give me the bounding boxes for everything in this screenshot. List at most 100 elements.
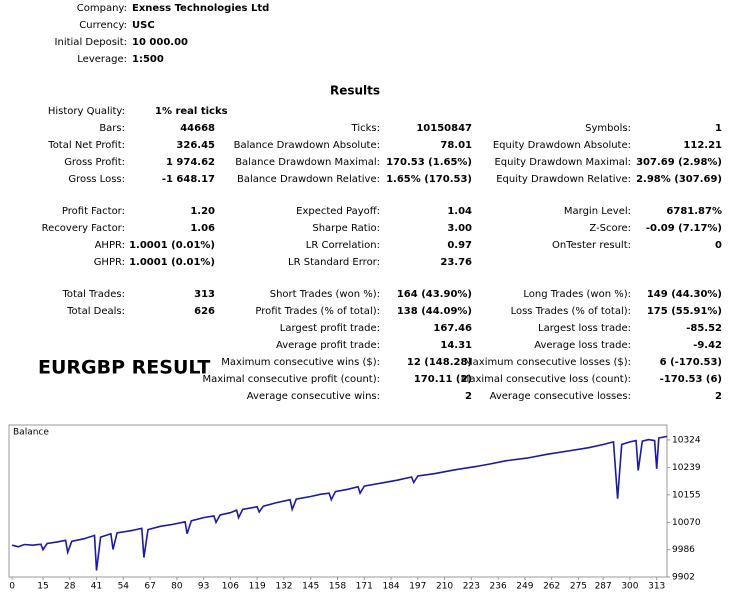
- stat-value: 1.20: [190, 206, 215, 217]
- field-label: Leverage:: [77, 54, 127, 65]
- stat-label: Maximum consecutive wins ($):: [221, 357, 380, 368]
- stat-label: Ticks:: [351, 123, 380, 134]
- stat-value: 1.0001 (0.01%): [129, 240, 215, 251]
- stat-label: Equity Drawdown Relative:: [496, 174, 631, 185]
- x-tick-label: 93: [198, 582, 209, 592]
- stat-label: Expected Payoff:: [296, 206, 380, 217]
- stat-value: 313: [194, 289, 215, 300]
- stat-label: LR Correlation:: [306, 240, 380, 251]
- x-tick-label: 119: [249, 582, 266, 592]
- stat-value: 170.53 (1.65%): [386, 157, 472, 168]
- stat-value: 164 (43.90%): [397, 289, 472, 300]
- stat-value: 2: [465, 391, 472, 402]
- field-value: 1% real ticks: [155, 106, 228, 117]
- stat-label: Total Net Profit:: [47, 140, 125, 151]
- stat-label: Symbols:: [585, 123, 631, 134]
- stat-value: -1 648.17: [162, 174, 215, 185]
- chart-title: Balance: [13, 428, 49, 438]
- stat-value: 23.76: [440, 257, 472, 268]
- x-tick-label: 145: [302, 582, 319, 592]
- stat-value: -85.52: [686, 323, 722, 334]
- field-label: Company:: [77, 3, 127, 14]
- x-tick-label: 0: [9, 582, 15, 592]
- stat-value: 1.65% (170.53): [386, 174, 472, 185]
- stat-value: 1 974.62: [166, 157, 215, 168]
- stat-label: Average consecutive wins:: [247, 391, 380, 402]
- y-tick-label: 10324: [672, 435, 701, 445]
- stat-value: 6 (-170.53): [660, 357, 722, 368]
- stat-label: Short Trades (won %):: [270, 289, 380, 300]
- stat-label: Profit Factor:: [62, 206, 125, 217]
- stat-label: AHPR:: [95, 240, 125, 251]
- stat-label: Balance Drawdown Maximal:: [235, 157, 380, 168]
- x-tick-label: 67: [144, 582, 155, 592]
- stat-value: 1.04: [447, 206, 472, 217]
- stat-label: Total Trades:: [62, 289, 126, 300]
- stat-value: -170.53 (6): [660, 374, 722, 385]
- stat-label: Z-Score:: [589, 223, 631, 234]
- stat-value: 167.46: [433, 323, 472, 334]
- stat-label: Gross Loss:: [68, 174, 125, 185]
- stat-value: 2: [715, 391, 722, 402]
- x-tick-label: 171: [356, 582, 373, 592]
- y-tick-label: 10070: [672, 518, 701, 528]
- stat-value: 44668: [180, 123, 215, 134]
- field-label: Initial Deposit:: [55, 37, 127, 48]
- stat-value: -9.42: [693, 340, 722, 351]
- stat-value: 6781.87%: [666, 206, 722, 217]
- stat-value: 149 (44.30%): [647, 289, 722, 300]
- stat-label: Maximal consecutive loss (count):: [461, 374, 631, 385]
- x-tick-label: 80: [171, 582, 183, 592]
- x-tick-label: 106: [222, 582, 239, 592]
- x-tick-label: 41: [91, 582, 102, 592]
- stat-label: Gross Profit:: [64, 157, 125, 168]
- stat-label: Total Deals:: [66, 306, 125, 317]
- x-tick-label: 184: [382, 582, 399, 592]
- chart-frame: [8, 424, 668, 578]
- stat-label: Average loss trade:: [534, 340, 631, 351]
- y-tick-label: 10155: [672, 490, 701, 500]
- x-tick-label: 54: [118, 582, 130, 592]
- stat-label: Recovery Factor:: [42, 223, 125, 234]
- stat-label: Maximal consecutive profit (count):: [202, 374, 380, 385]
- stat-label: Average profit trade:: [276, 340, 380, 351]
- field-label: Currency:: [79, 20, 127, 31]
- y-tick-label: 9986: [672, 545, 695, 555]
- x-tick-label: 223: [463, 582, 480, 592]
- field-value: 10 000.00: [132, 37, 188, 48]
- x-tick-label: 28: [64, 582, 76, 592]
- x-tick-label: 313: [648, 582, 665, 592]
- stat-value: 12 (148.28): [407, 357, 472, 368]
- x-tick-label: 262: [543, 582, 560, 592]
- field-value: Exness Technologies Ltd: [132, 3, 269, 14]
- field-label: History Quality:: [48, 106, 125, 117]
- y-tick-label: 9902: [672, 573, 695, 583]
- stat-value: 175 (55.91%): [647, 306, 722, 317]
- stat-value: 170.11 (2): [414, 374, 472, 385]
- stat-label: Maximum consecutive losses ($):: [464, 357, 631, 368]
- stat-value: 1.0001 (0.01%): [129, 257, 215, 268]
- stat-label: Balance Drawdown Absolute:: [234, 140, 380, 151]
- stat-label: Profit Trades (% of total):: [255, 306, 380, 317]
- stat-label: Loss Trades (% of total):: [511, 306, 631, 317]
- y-tick-label: 10239: [672, 463, 701, 473]
- stat-value: 78.01: [440, 140, 472, 151]
- stat-label: OnTester result:: [552, 240, 631, 251]
- annotation: EURGBP RESULT: [38, 357, 210, 379]
- stat-value: 0: [715, 240, 722, 251]
- x-tick-label: 158: [329, 582, 346, 592]
- x-tick-label: 287: [595, 582, 612, 592]
- stat-value: 2.98% (307.69): [636, 174, 722, 185]
- x-tick-label: 300: [621, 582, 638, 592]
- stat-label: Sharpe Ratio:: [312, 223, 380, 234]
- stat-value: 14.31: [440, 340, 472, 351]
- stat-label: LR Standard Error:: [288, 257, 380, 268]
- x-tick-label: 210: [436, 582, 453, 592]
- stat-label: Equity Drawdown Maximal:: [494, 157, 631, 168]
- stat-label: Bars:: [99, 123, 125, 134]
- stat-value: 1.06: [190, 223, 215, 234]
- field-value: 1:500: [132, 54, 164, 65]
- stat-label: Largest profit trade:: [280, 323, 380, 334]
